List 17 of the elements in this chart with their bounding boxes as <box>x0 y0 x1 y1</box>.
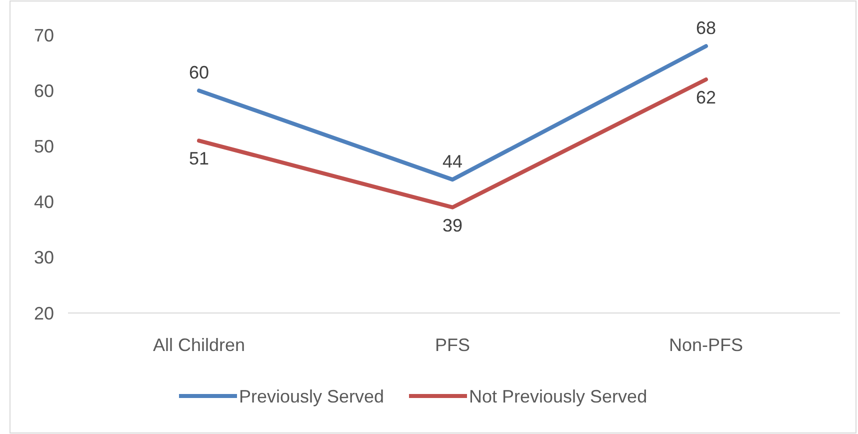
data-label: 39 <box>442 215 463 236</box>
data-label: 62 <box>696 87 716 108</box>
y-tick-label: 70 <box>34 25 54 46</box>
y-tick-label: 30 <box>34 248 54 268</box>
x-tick-label: PFS <box>434 335 470 355</box>
legend-label: Not Previously Served <box>469 386 648 406</box>
data-label: 51 <box>188 148 210 169</box>
y-tick-label: 50 <box>34 136 54 156</box>
legend-label: Previously Served <box>239 386 384 406</box>
data-label: 68 <box>696 18 716 38</box>
x-tick-label: Non-PFS <box>668 335 744 355</box>
x-tick-label: All Children <box>152 335 246 355</box>
data-label: 60 <box>188 62 210 83</box>
y-tick-label: 60 <box>34 80 54 101</box>
data-label: 44 <box>442 152 463 172</box>
y-tick-label: 20 <box>34 303 54 324</box>
y-tick-label: 40 <box>34 192 54 212</box>
